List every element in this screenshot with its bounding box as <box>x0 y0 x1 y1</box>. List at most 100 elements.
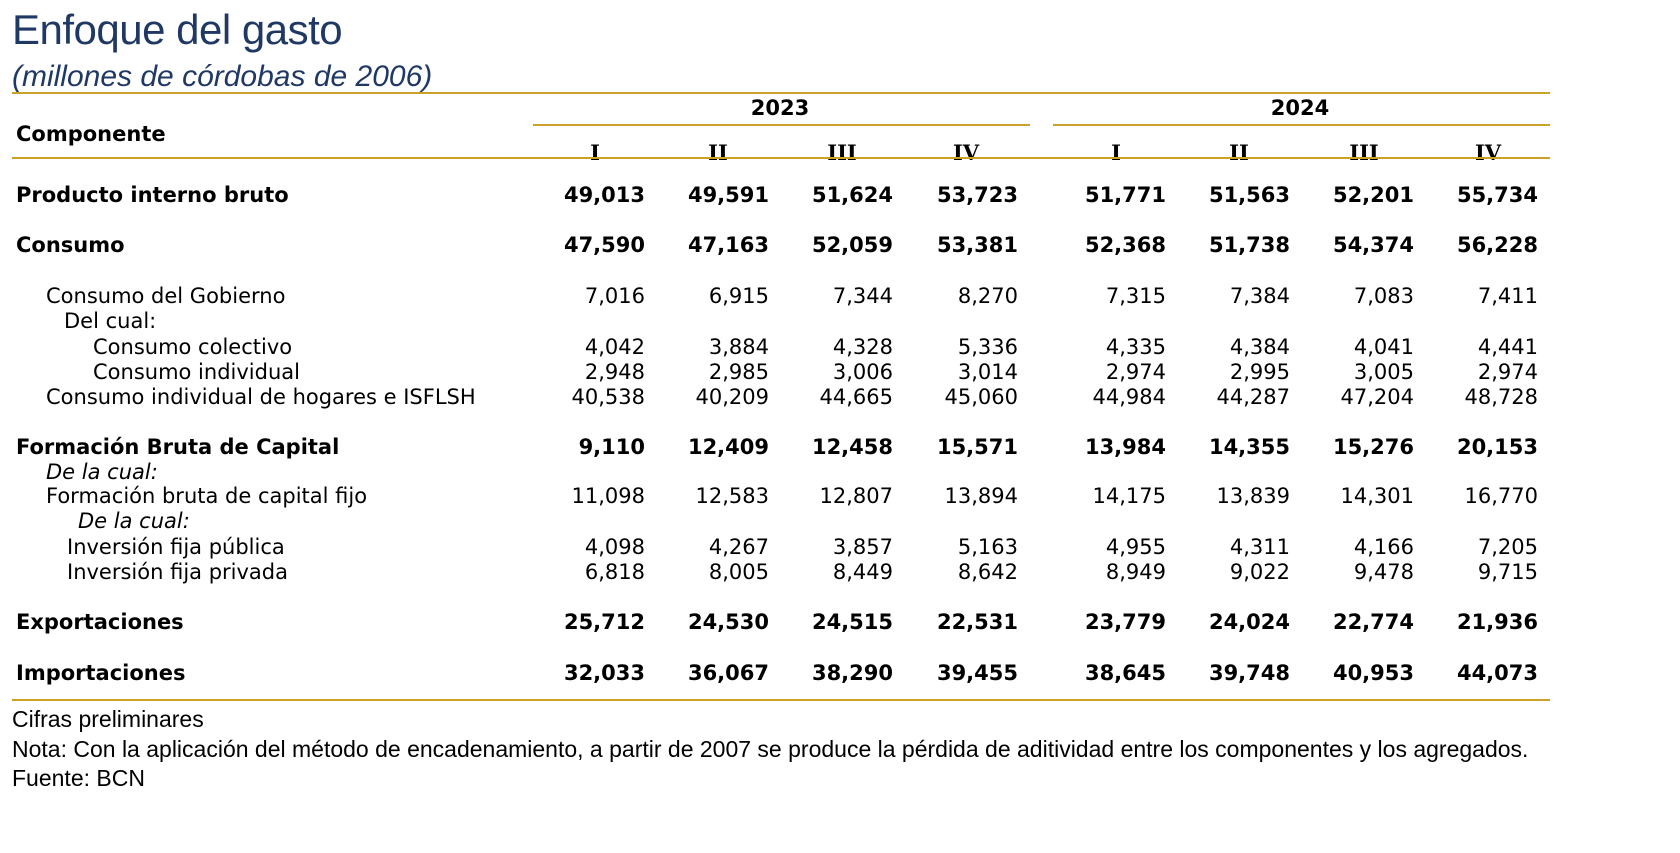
table-cell: 9,110 <box>578 435 645 459</box>
table-cell: 7,205 <box>1477 535 1538 559</box>
table-cell: 24,515 <box>811 610 893 634</box>
row-label: Exportaciones <box>16 610 184 634</box>
table-bottom-rule <box>12 699 1550 701</box>
row-label: De la cual: <box>78 509 190 533</box>
table-cell: 2,985 <box>708 360 769 384</box>
table-cell: 22,531 <box>936 610 1018 634</box>
table-cell: 7,411 <box>1477 284 1538 308</box>
table-cell: 2,948 <box>584 360 645 384</box>
page-title: Enfoque del gasto <box>12 6 343 53</box>
table-row: Consumo del Gobierno 7,016 6,915 7,344 8,270… <box>0 284 1680 310</box>
table-cell: 2,974 <box>1105 360 1166 384</box>
table-row: Formación bruta de capital fijo 11,098 12,… <box>0 484 1680 510</box>
table-cell: 15,276 <box>1332 435 1414 459</box>
table-cell: 3,006 <box>832 360 893 384</box>
table-row: De la cual: <box>0 460 1680 486</box>
row-label: Inversión fija privada <box>67 560 288 584</box>
table-cell: 39,455 <box>936 661 1018 685</box>
table-cell: 53,381 <box>936 233 1018 257</box>
table-cell: 47,163 <box>687 233 769 257</box>
table-cell: 16,770 <box>1464 484 1538 508</box>
table-cell: 44,073 <box>1456 661 1538 685</box>
table-cell: 3,005 <box>1353 360 1414 384</box>
table-cell: 44,665 <box>819 385 893 409</box>
page-subtitle: (millones de córdobas de 2006) <box>12 60 433 93</box>
table-cell: 24,530 <box>687 610 769 634</box>
table-cell: 23,779 <box>1084 610 1166 634</box>
table-cell: 3,014 <box>957 360 1018 384</box>
table-cell: 40,209 <box>695 385 769 409</box>
table-cell: 44,984 <box>1092 385 1166 409</box>
table-cell: 32,033 <box>563 661 645 685</box>
table-cell: 12,807 <box>819 484 893 508</box>
quarter-header: IV <box>1474 140 1502 165</box>
table-cell: 6,818 <box>584 560 645 584</box>
table-cell: 40,953 <box>1332 661 1414 685</box>
footnote-source: Fuente: BCN <box>12 765 145 791</box>
table-cell: 4,955 <box>1105 535 1166 559</box>
quarter-header: III <box>1349 140 1379 165</box>
table-cell: 38,645 <box>1084 661 1166 685</box>
table-cell: 9,715 <box>1477 560 1538 584</box>
quarter-header: IV <box>952 140 980 165</box>
table-cell: 12,583 <box>695 484 769 508</box>
table-cell: 40,538 <box>571 385 645 409</box>
table-cell: 8,949 <box>1105 560 1166 584</box>
table-cell: 12,409 <box>687 435 769 459</box>
table-cell: 13,839 <box>1216 484 1290 508</box>
table-cell: 56,228 <box>1456 233 1538 257</box>
table-row: Exportaciones 25,712 24,530 24,515 22,531 23,… <box>0 610 1680 636</box>
table-cell: 9,022 <box>1229 560 1290 584</box>
table-cell: 52,201 <box>1332 183 1414 207</box>
table-cell: 9,478 <box>1353 560 1414 584</box>
table-cell: 15,571 <box>936 435 1018 459</box>
table-cell: 7,315 <box>1105 284 1166 308</box>
table-row: Producto interno bruto 49,013 49,591 51,624… <box>0 183 1680 209</box>
header-bottom-rule <box>12 157 1550 159</box>
table-cell: 7,384 <box>1229 284 1290 308</box>
table-cell: 36,067 <box>687 661 769 685</box>
table-cell: 52,368 <box>1084 233 1166 257</box>
table-cell: 4,042 <box>584 335 645 359</box>
quarter-header: II <box>1229 140 1249 165</box>
year-rule-2023 <box>533 124 1030 126</box>
table-cell: 55,734 <box>1456 183 1538 207</box>
table-cell: 4,441 <box>1477 335 1538 359</box>
table-cell: 4,384 <box>1229 335 1290 359</box>
table-cell: 25,712 <box>563 610 645 634</box>
table-cell: 47,590 <box>563 233 645 257</box>
table-cell: 4,267 <box>708 535 769 559</box>
table-cell: 24,024 <box>1208 610 1290 634</box>
table-cell: 4,166 <box>1353 535 1414 559</box>
table-cell: 21,936 <box>1456 610 1538 634</box>
table-cell: 51,563 <box>1208 183 1290 207</box>
table-row: Consumo colectivo 4,042 3,884 4,328 5,336 4,3… <box>0 335 1680 361</box>
table-cell: 4,335 <box>1105 335 1166 359</box>
table-cell: 4,311 <box>1229 535 1290 559</box>
year-header-2023: 2023 <box>750 96 810 120</box>
table-cell: 8,642 <box>957 560 1018 584</box>
footnote-preliminary: Cifras preliminares <box>12 706 204 732</box>
table-row: Consumo individual de hogares e ISFLSH 40… <box>0 385 1680 411</box>
table-cell: 14,301 <box>1340 484 1414 508</box>
quarter-header: I <box>590 140 600 165</box>
year-rule-2024 <box>1053 124 1550 126</box>
table-cell: 12,458 <box>811 435 893 459</box>
table-cell: 14,175 <box>1092 484 1166 508</box>
row-label: Formación Bruta de Capital <box>16 435 340 459</box>
table-cell: 3,857 <box>832 535 893 559</box>
quarter-header: III <box>827 140 857 165</box>
table-cell: 48,728 <box>1464 385 1538 409</box>
quarter-header: II <box>708 140 728 165</box>
component-header: Componente <box>16 122 166 146</box>
row-label: Consumo <box>16 233 125 257</box>
table-cell: 47,204 <box>1340 385 1414 409</box>
table-row: Consumo individual 2,948 2,985 3,006 3,014 2,… <box>0 360 1680 386</box>
table-row: De la cual: <box>0 509 1680 535</box>
table-cell: 7,083 <box>1353 284 1414 308</box>
table-row: Importaciones 32,033 36,067 38,290 39,455 38,… <box>0 661 1680 687</box>
table-cell: 7,344 <box>832 284 893 308</box>
row-label: Inversión fija pública <box>67 535 285 559</box>
table-cell: 49,013 <box>563 183 645 207</box>
year-header-2024: 2024 <box>1270 96 1330 120</box>
